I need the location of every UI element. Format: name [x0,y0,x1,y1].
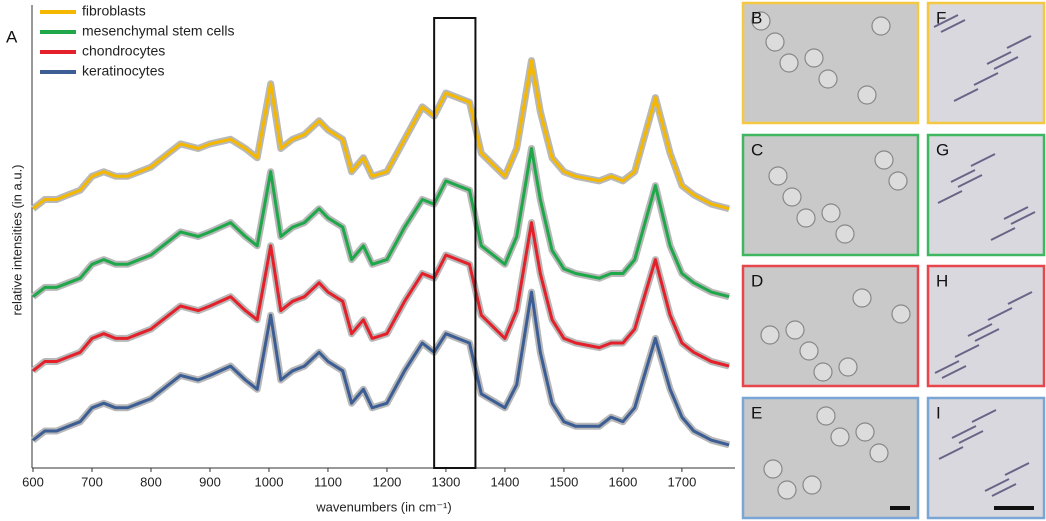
cell [818,69,838,89]
cell [973,72,999,86]
cell [934,360,960,374]
cell [855,422,875,442]
cell [970,153,996,167]
cell [768,166,788,186]
series-line [32,147,730,299]
cell [1004,462,1030,476]
x-axis-label: wavenumbers (in cm⁻¹) [315,499,451,514]
cell [993,56,1019,70]
panel-label: G [936,140,949,159]
cell [869,443,889,463]
micrograph [926,133,1046,257]
cell [857,85,877,105]
x-tick-label: 1500 [549,474,578,489]
legend-label: mesenchymal stem cells [82,23,235,39]
cell [974,328,1000,342]
cell [760,325,780,345]
cell [1003,206,1029,220]
x-tick-label: 1600 [608,474,637,489]
cell [986,51,1012,65]
cell [765,32,785,52]
x-tick-label: 800 [140,474,162,489]
cell [874,150,894,170]
cell [950,169,976,183]
cell [941,365,967,379]
cell [984,478,1010,492]
cell [938,446,964,460]
cell [937,190,963,204]
x-tick-label: 1400 [490,474,519,489]
cell [1006,35,1032,49]
series-envelope [30,288,730,449]
cell [779,53,799,73]
cell [821,203,841,223]
cell [871,16,891,36]
series-envelope [30,57,730,213]
cell [799,341,819,361]
cell [796,208,816,228]
cell [888,171,908,191]
x-tick-label: 900 [199,474,221,489]
cell [763,459,783,479]
x-tick-label: 1100 [314,474,342,489]
cell [951,425,977,439]
cell [785,320,805,340]
x-tick-label: 700 [81,474,103,489]
cell [835,224,855,244]
micrograph [926,1,1046,125]
scale-bar [994,506,1034,510]
cell [933,14,959,28]
cell [1007,291,1033,305]
x-tick-label: 1300 [431,474,460,489]
series-envelope [30,219,730,374]
cell [804,48,824,68]
panel-label: D [751,271,763,290]
panel-label: F [936,8,946,27]
cell [751,11,771,31]
series-line [32,290,730,447]
x-tick-label: 1200 [372,474,401,489]
x-tick-label: 1700 [667,474,696,489]
cell [782,187,802,207]
highlight-box [433,17,477,469]
panel-label: I [936,403,941,422]
scale-bar [890,506,910,510]
cell [971,409,997,423]
cell [830,427,850,447]
cell [777,480,797,500]
cell [802,475,822,495]
cell [838,357,858,377]
cell [990,227,1016,241]
panel-label: C [751,140,763,159]
panel-label: E [751,403,762,422]
legend-label: chondrocytes [82,43,165,59]
cell [967,323,993,337]
cell [957,174,983,188]
micrograph [926,396,1046,520]
micrograph [741,133,920,257]
cell [1010,211,1036,225]
legend-label: fibroblasts [82,3,146,19]
panel-label: H [936,271,948,290]
series-line [32,59,730,211]
cell [852,288,872,308]
y-axis-label: relative intensities (in a.u.) [9,164,24,315]
legend-label: keratinocytes [82,63,164,79]
cell [991,483,1017,497]
x-tick-label: 600 [22,474,44,489]
cell [953,88,979,102]
figure-label: A [6,27,18,46]
cell [958,430,984,444]
cell [987,307,1013,321]
series-line [32,221,730,372]
x-tick-label: 1000 [255,474,284,489]
cell [954,344,980,358]
cell [813,362,833,382]
cell [816,406,836,426]
panel-label: B [751,8,762,27]
cell [891,304,911,324]
cell [940,19,966,33]
